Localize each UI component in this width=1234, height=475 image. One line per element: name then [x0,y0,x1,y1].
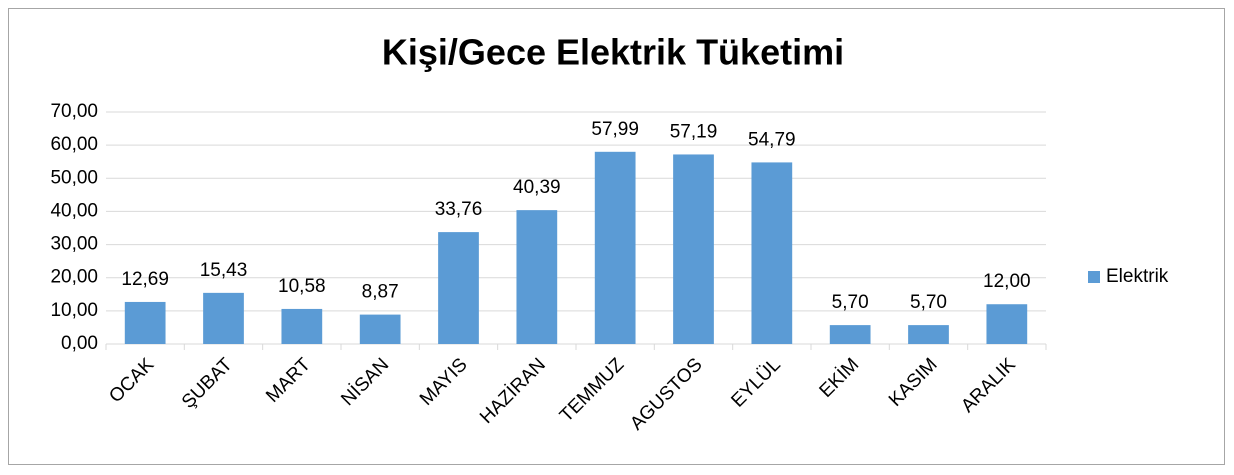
bar [359,314,401,344]
y-tick-label: 10,00 [50,300,98,321]
data-label: 40,39 [513,177,561,198]
bar [751,162,793,344]
data-label: 33,76 [435,199,483,220]
data-label: 57,99 [591,119,639,140]
bar [438,232,479,344]
data-label: 54,79 [748,129,796,150]
bar [281,308,323,344]
bar [594,151,636,344]
bar [829,325,871,344]
data-label: 12,00 [983,271,1031,292]
bar [986,304,1028,344]
y-tick-label: 70,00 [50,101,98,122]
data-label: 15,43 [200,260,248,281]
y-tick-label: 0,00 [61,333,98,354]
y-tick-label: 50,00 [50,167,98,188]
bar [516,210,558,344]
y-tick-label: 20,00 [50,267,98,288]
chart-title: Kişi/Gece Elektrik Tüketimi [382,32,844,73]
bar [673,154,714,344]
legend-swatch [1088,271,1100,283]
legend-label: Elektrik [1106,266,1169,287]
y-tick-label: 30,00 [50,234,98,255]
y-tick-label: 40,00 [50,200,98,221]
data-label: 8,87 [362,282,399,303]
data-label: 5,70 [832,292,869,313]
bar [908,325,949,344]
data-label: 12,69 [121,269,169,290]
bar [203,292,244,344]
data-label: 10,58 [278,276,326,297]
bar [124,301,166,344]
data-label: 57,19 [670,121,718,142]
data-label: 5,70 [910,292,947,313]
y-tick-label: 60,00 [50,134,98,155]
